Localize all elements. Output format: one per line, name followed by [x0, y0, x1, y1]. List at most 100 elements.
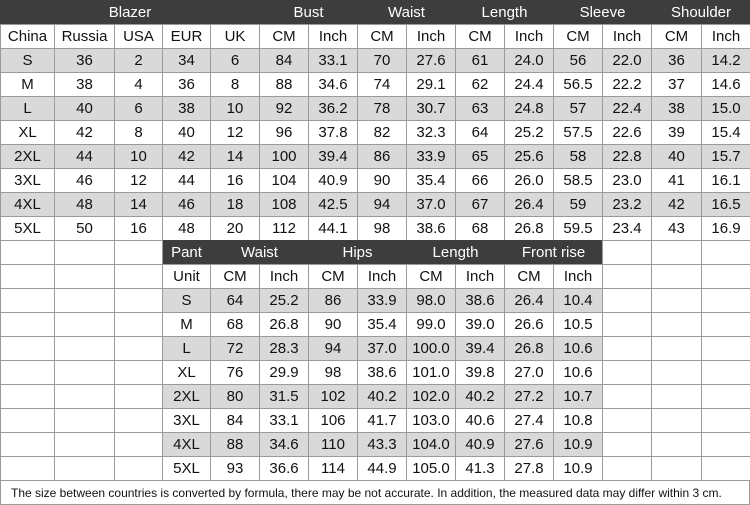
pant-cell: 68 — [210, 312, 260, 337]
pant-cell: 98 — [308, 360, 358, 385]
empty-cell — [651, 360, 702, 385]
empty-cell — [602, 408, 652, 433]
blazer-cell: L — [0, 96, 55, 121]
pant-cell: 26.8 — [259, 312, 309, 337]
pant-cell: 44.9 — [357, 456, 407, 481]
empty-cell — [602, 336, 652, 361]
blazer-group-header: Waist — [357, 0, 456, 25]
blazer-cell: 22.2 — [602, 72, 652, 97]
blazer-cell: 30.7 — [406, 96, 456, 121]
empty-cell — [54, 312, 115, 337]
blazer-cell: 26.0 — [504, 168, 554, 193]
pant-cell: 10.6 — [553, 336, 603, 361]
blazer-cell: 23.0 — [602, 168, 652, 193]
empty-cell — [0, 240, 55, 265]
pant-cell: 10.9 — [553, 456, 603, 481]
empty-cell — [701, 360, 750, 385]
blazer-cell: 25.6 — [504, 144, 554, 169]
pant-cell: 38.6 — [455, 288, 505, 313]
blazer-cell: 15.7 — [701, 144, 750, 169]
empty-cell — [54, 432, 115, 457]
empty-cell — [54, 384, 115, 409]
empty-cell — [651, 384, 702, 409]
pant-cell: 33.1 — [259, 408, 309, 433]
blazer-subheader: CM — [259, 24, 309, 49]
empty-cell — [0, 312, 55, 337]
blazer-cell: 48 — [162, 216, 211, 241]
blazer-cell: 90 — [357, 168, 407, 193]
blazer-cell: 16.1 — [701, 168, 750, 193]
empty-cell — [602, 288, 652, 313]
blazer-cell: 22.6 — [602, 120, 652, 145]
blazer-cell: 40 — [651, 144, 702, 169]
blazer-cell: 26.4 — [504, 192, 554, 217]
empty-cell — [651, 312, 702, 337]
blazer-cell: 22.4 — [602, 96, 652, 121]
blazer-cell: 59.5 — [553, 216, 603, 241]
blazer-cell: 46 — [162, 192, 211, 217]
pant-subheader: Unit — [162, 264, 211, 289]
blazer-cell: 61 — [455, 48, 505, 73]
pant-cell: 100.0 — [406, 336, 456, 361]
blazer-cell: 4XL — [0, 192, 55, 217]
blazer-cell: 98 — [357, 216, 407, 241]
measurement-note: The size between countries is converted … — [0, 480, 750, 505]
empty-cell — [701, 456, 750, 481]
blazer-cell: 37 — [651, 72, 702, 97]
empty-cell — [114, 360, 163, 385]
pant-cell: 102 — [308, 384, 358, 409]
blazer-cell: 40 — [54, 96, 115, 121]
blazer-cell: 35.4 — [406, 168, 456, 193]
blazer-cell: 42 — [651, 192, 702, 217]
blazer-cell: 42.5 — [308, 192, 358, 217]
empty-cell — [602, 360, 652, 385]
empty-cell — [651, 456, 702, 481]
blazer-cell: 94 — [357, 192, 407, 217]
blazer-cell: 4 — [114, 72, 163, 97]
pant-subheader: CM — [308, 264, 358, 289]
blazer-cell: 36 — [54, 48, 115, 73]
blazer-group-header: Shoulder — [651, 0, 750, 25]
blazer-subheader: Inch — [406, 24, 456, 49]
blazer-cell: 65 — [455, 144, 505, 169]
blazer-group-header: Bust — [259, 0, 358, 25]
blazer-cell: 16 — [210, 168, 260, 193]
blazer-subheader: CM — [455, 24, 505, 49]
pant-cell: 27.2 — [504, 384, 554, 409]
pant-cell: 4XL — [162, 432, 211, 457]
empty-cell — [0, 336, 55, 361]
blazer-cell: 14.2 — [701, 48, 750, 73]
pant-cell: 10.7 — [553, 384, 603, 409]
blazer-cell: 6 — [210, 48, 260, 73]
empty-cell — [114, 240, 163, 265]
blazer-cell: 10 — [114, 144, 163, 169]
empty-cell — [701, 312, 750, 337]
pant-cell: 80 — [210, 384, 260, 409]
pant-cell: 33.9 — [357, 288, 407, 313]
blazer-cell: 37.8 — [308, 120, 358, 145]
blazer-cell: 24.8 — [504, 96, 554, 121]
blazer-cell: 84 — [259, 48, 309, 73]
pant-subheader: CM — [504, 264, 554, 289]
empty-cell — [602, 312, 652, 337]
blazer-cell: 88 — [259, 72, 309, 97]
pant-cell: 64 — [210, 288, 260, 313]
blazer-cell: 63 — [455, 96, 505, 121]
pant-cell: 37.0 — [357, 336, 407, 361]
blazer-cell: 33.9 — [406, 144, 456, 169]
blazer-cell: 34.6 — [308, 72, 358, 97]
empty-cell — [602, 456, 652, 481]
blazer-cell: 8 — [114, 120, 163, 145]
pant-cell: 3XL — [162, 408, 211, 433]
empty-cell — [114, 432, 163, 457]
blazer-subheader: Russia — [54, 24, 115, 49]
empty-cell — [602, 432, 652, 457]
pant-cell: 40.2 — [357, 384, 407, 409]
blazer-subheader: CM — [357, 24, 407, 49]
pant-cell: 27.8 — [504, 456, 554, 481]
pant-cell: 41.7 — [357, 408, 407, 433]
blazer-cell: 36 — [162, 72, 211, 97]
pant-cell: 94 — [308, 336, 358, 361]
blazer-cell: 2XL — [0, 144, 55, 169]
empty-cell — [701, 336, 750, 361]
